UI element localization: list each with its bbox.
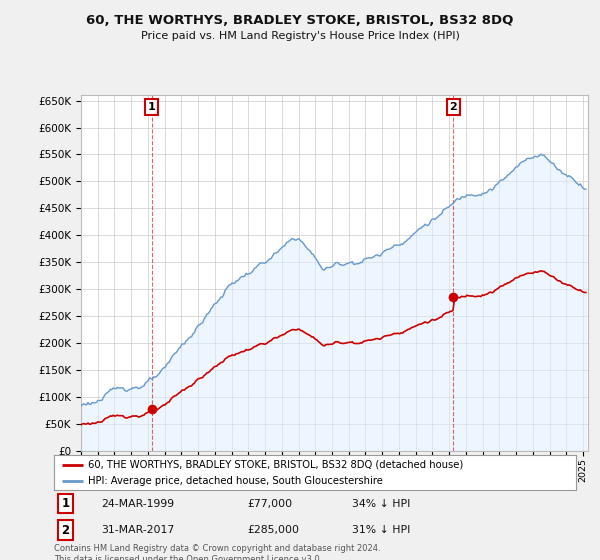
Text: 60, THE WORTHYS, BRADLEY STOKE, BRISTOL, BS32 8DQ (detached house): 60, THE WORTHYS, BRADLEY STOKE, BRISTOL,… xyxy=(88,460,463,470)
Text: Price paid vs. HM Land Registry's House Price Index (HPI): Price paid vs. HM Land Registry's House … xyxy=(140,31,460,41)
Text: 1: 1 xyxy=(61,497,70,510)
Text: 31% ↓ HPI: 31% ↓ HPI xyxy=(352,525,410,535)
Text: 2: 2 xyxy=(449,102,457,112)
Text: HPI: Average price, detached house, South Gloucestershire: HPI: Average price, detached house, Sout… xyxy=(88,475,383,486)
Text: 1: 1 xyxy=(148,102,155,112)
Text: £285,000: £285,000 xyxy=(247,525,299,535)
Text: 31-MAR-2017: 31-MAR-2017 xyxy=(101,525,174,535)
Text: 24-MAR-1999: 24-MAR-1999 xyxy=(101,498,174,508)
Text: £77,000: £77,000 xyxy=(247,498,292,508)
Text: Contains HM Land Registry data © Crown copyright and database right 2024.
This d: Contains HM Land Registry data © Crown c… xyxy=(54,544,380,560)
Text: 34% ↓ HPI: 34% ↓ HPI xyxy=(352,498,410,508)
Text: 60, THE WORTHYS, BRADLEY STOKE, BRISTOL, BS32 8DQ: 60, THE WORTHYS, BRADLEY STOKE, BRISTOL,… xyxy=(86,14,514,27)
Text: 2: 2 xyxy=(61,524,70,536)
